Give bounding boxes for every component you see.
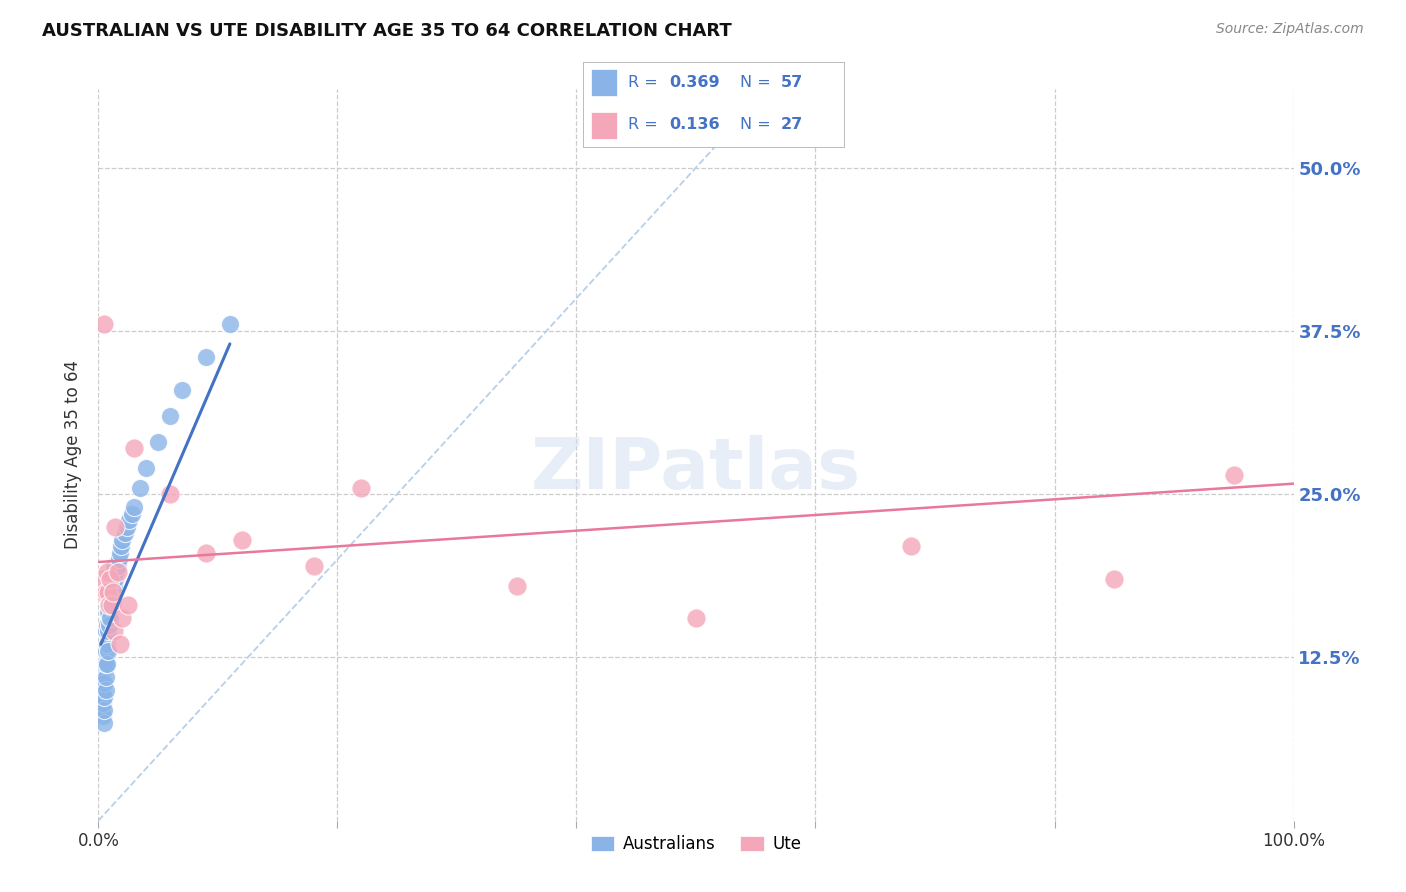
Point [108,637,131,651]
Text: ZIPatlas: ZIPatlas [531,435,860,504]
Point [91,703,114,717]
Text: N =: N = [740,117,776,132]
Point [135,461,157,475]
Point [103,558,125,573]
Point [98,598,121,612]
Point [148,434,170,449]
Point [129,481,152,495]
Point [121,507,143,521]
Point [91,696,114,710]
Point [93,657,115,671]
Point [124,500,146,515]
Point [195,546,218,560]
Point [91,683,114,698]
Text: 0.369: 0.369 [669,75,720,90]
FancyBboxPatch shape [592,70,617,96]
Point [97,605,120,619]
Text: 0.136: 0.136 [669,117,720,132]
Point [94,644,117,658]
Point [93,703,115,717]
Point [98,617,121,632]
Point [105,566,128,580]
Point [94,683,117,698]
Point [94,624,117,639]
Point [118,513,141,527]
Point [685,611,707,625]
Point [114,526,136,541]
Point [90,676,112,690]
Point [91,585,114,599]
Point [172,383,194,397]
Point [104,520,127,534]
Point [350,481,373,495]
Y-axis label: Disability Age 35 to 64: Disability Age 35 to 64 [65,360,83,549]
Point [93,690,115,704]
Text: N =: N = [740,75,776,90]
Point [219,318,242,332]
Point [302,558,325,573]
Point [98,572,122,586]
Point [93,318,115,332]
Point [107,558,129,573]
Point [1223,467,1246,482]
Point [97,644,120,658]
Point [159,409,181,423]
Point [101,585,124,599]
Point [96,566,118,580]
Point [91,709,114,723]
Point [98,585,122,599]
Point [101,566,124,580]
Point [97,624,120,639]
Point [117,598,139,612]
Point [93,715,115,730]
Point [231,533,253,547]
Point [100,598,122,612]
Point [96,657,118,671]
Point [94,585,117,599]
Point [100,591,122,606]
Text: Source: ZipAtlas.com: Source: ZipAtlas.com [1216,22,1364,37]
Point [90,690,112,704]
Point [98,611,122,625]
Point [900,539,922,553]
Point [91,696,114,710]
Point [91,683,114,698]
Point [1104,572,1126,586]
Point [108,546,131,560]
Text: 27: 27 [782,117,803,132]
Point [159,487,181,501]
Point [93,676,115,690]
Point [96,617,118,632]
Point [124,442,146,456]
Point [111,533,134,547]
Point [100,572,122,586]
Point [98,598,122,612]
Text: 57: 57 [782,75,803,90]
Point [94,670,117,684]
Point [97,585,120,599]
Point [91,664,114,678]
Text: AUSTRALIAN VS UTE DISABILITY AGE 35 TO 64 CORRELATION CHART: AUSTRALIAN VS UTE DISABILITY AGE 35 TO 6… [42,22,733,40]
Point [107,566,129,580]
Point [110,539,132,553]
Point [98,598,121,612]
FancyBboxPatch shape [592,112,617,139]
Text: R =: R = [627,117,662,132]
Point [91,572,114,586]
Point [91,670,114,684]
Point [103,624,125,639]
Point [101,585,124,599]
Text: R =: R = [627,75,662,90]
Point [115,520,138,534]
Point [104,572,127,586]
Point [94,657,117,671]
Point [195,350,218,364]
Point [111,611,134,625]
Point [506,578,529,592]
Point [103,578,125,592]
Point [107,552,129,566]
Legend: Australians, Ute: Australians, Ute [585,829,807,860]
Point [96,637,118,651]
Point [90,664,112,678]
